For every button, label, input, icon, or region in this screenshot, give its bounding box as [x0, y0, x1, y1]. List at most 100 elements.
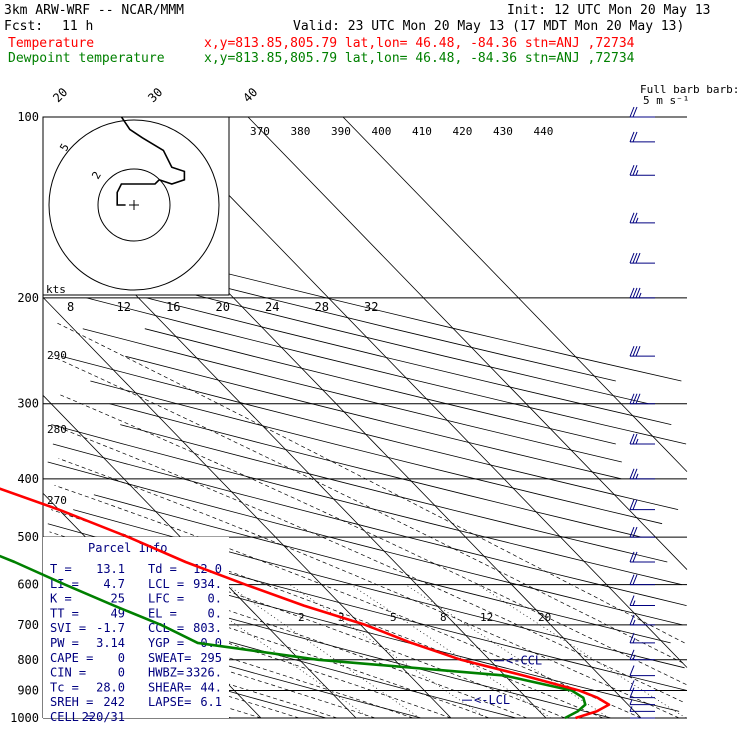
wind-barb-full	[629, 680, 635, 691]
hodograph-speed-label: 20	[216, 300, 230, 314]
wind-barb-full	[629, 131, 635, 143]
dry-adiabat-line	[125, 355, 622, 480]
parcel-info-key: YGP =	[148, 636, 184, 650]
wind-barb-half	[629, 699, 633, 705]
hodograph-speed-label: 28	[315, 300, 329, 314]
parcel-info-value: 803.	[193, 621, 222, 635]
moist-adiabat-line	[55, 588, 452, 719]
wind-barb-full	[632, 252, 638, 264]
wind-barb-full	[629, 574, 635, 585]
wind-barb-full	[629, 526, 635, 538]
wind-barb-full	[635, 252, 641, 264]
moist-adiabat-line	[46, 628, 338, 719]
parcel-info-key: CELL =	[50, 710, 93, 724]
parcel-info-key: LFC =	[148, 592, 184, 606]
wind-barb-full	[632, 393, 638, 404]
wind-barb-half	[635, 473, 639, 480]
wind-barb-full	[629, 665, 635, 676]
parcel-info-value: 295	[200, 651, 222, 665]
parcel-info-value: 4.7	[103, 577, 125, 591]
parcel-info-value: 13.1	[96, 562, 125, 576]
hodograph-ring-outer	[48, 119, 220, 291]
parcel-info-value: 28.0	[96, 680, 125, 694]
parcel-info-value: 242	[103, 695, 125, 709]
wind-barb-half	[632, 637, 636, 644]
theta-label: 420	[453, 125, 473, 138]
parcel-info-key: SVI =	[50, 621, 86, 635]
parcel-info-key: SHEAR=	[148, 680, 191, 694]
hodograph-ring-inner	[97, 168, 171, 242]
parcel-info-key: PW =	[50, 636, 79, 650]
isotherm-line	[152, 116, 688, 668]
wind-barb-full	[632, 433, 638, 445]
wind-barb-full	[629, 393, 635, 404]
theta-e-label: 290	[47, 349, 67, 362]
pressure-tick-label: 800	[17, 653, 39, 667]
mixing-ratio-label: 12	[480, 611, 493, 624]
dry-adiabat-line	[47, 461, 683, 626]
parcel-info-key: Tc =	[50, 680, 79, 694]
isotherm-line	[247, 116, 688, 570]
parcel-info-value: 0.	[208, 606, 222, 620]
wind-barb-half	[632, 654, 636, 660]
parcel-info-key: T =	[50, 562, 72, 576]
wind-barbs: Full barb barb:5 m s⁻¹	[629, 83, 739, 719]
theta-e-label: 280	[47, 423, 67, 436]
dry-adiabat-line	[146, 297, 672, 425]
parcel-info-key: Td =	[148, 562, 177, 576]
pressure-tick-label: 500	[17, 530, 39, 544]
temperature-tick-label: 30	[145, 85, 165, 105]
parcel-info-key: LCL =	[148, 577, 184, 591]
wind-barb-half	[635, 170, 639, 176]
parcel-info-value: 25	[111, 592, 125, 606]
wind-barb-full	[629, 345, 635, 357]
dry-adiabat-line	[51, 424, 682, 586]
pressure-tick-label: 1000	[10, 711, 39, 725]
theta-e-label: 270	[47, 494, 67, 507]
parcel-info-key: CAPE =	[50, 651, 93, 665]
hodograph-speed-label: 32	[364, 300, 378, 314]
wind-barb-full	[629, 106, 635, 118]
moist-adiabat-line	[51, 355, 684, 664]
temperature-location: x,y=813.85,805.79 lat,lon= 46.48, -84.36…	[204, 36, 635, 51]
hodograph-speed-label: 8	[67, 300, 74, 314]
moist-adiabat-line	[56, 322, 685, 644]
wind-barb-full	[632, 131, 638, 143]
wind-barb-full	[629, 595, 635, 606]
wind-barb-full	[632, 499, 638, 510]
parcel-info-value: 0.	[208, 592, 222, 606]
mixing-ratio-label: 5	[390, 611, 397, 624]
wind-barb-full	[632, 468, 638, 480]
wind-barb-half	[632, 600, 636, 606]
wind-barb-half	[638, 292, 642, 299]
pressure-tick-label: 600	[17, 578, 39, 592]
model-title: 3km ARW-WRF -- NCAR/MMM	[4, 3, 184, 18]
wind-barb-full	[629, 649, 635, 660]
parcel-info-value: 220/31	[82, 710, 125, 724]
wind-barb-full	[629, 252, 635, 264]
pressure-tick-label: 700	[17, 618, 39, 632]
wind-barb-full	[635, 345, 641, 357]
hodograph-speed-label: 24	[265, 300, 279, 314]
parcel-info-value: 0	[118, 666, 125, 680]
wind-barb-half	[632, 619, 636, 626]
wind-barb-full	[635, 393, 641, 404]
wind-barb-full	[635, 287, 641, 299]
dewpoint-legend-label: Dewpoint temperature	[8, 51, 165, 66]
parcel-info-value: 44.	[200, 680, 222, 694]
parcel-info-key: EL =	[148, 606, 177, 620]
dry-adiabat-line	[109, 403, 642, 538]
wind-barb-full	[629, 468, 635, 480]
pressure-tick-label: 300	[17, 397, 39, 411]
parcel-info-key: SREH =	[50, 695, 93, 709]
dewpoint-profile-line	[0, 554, 587, 720]
dry-adiabat-line	[61, 355, 679, 510]
wind-barb-legend: Full barb barb:	[640, 83, 739, 96]
wind-barb-full	[632, 106, 638, 118]
dry-adiabat-line	[93, 494, 671, 644]
isotherm-line	[342, 116, 688, 472]
wind-barb-full	[632, 526, 638, 538]
theta-label: 440	[534, 125, 554, 138]
